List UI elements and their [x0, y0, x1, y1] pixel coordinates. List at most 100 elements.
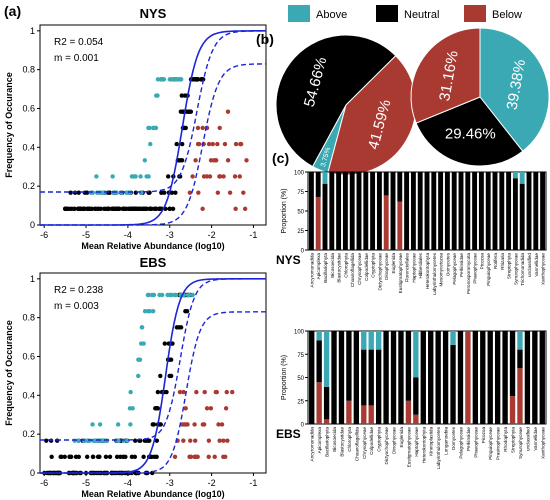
bar-segment-neutral [465, 172, 471, 250]
bar-segment-neutral [370, 172, 376, 250]
x-tick-label: -5 [82, 230, 90, 240]
bar-segment-neutral [397, 172, 403, 202]
x-tick-label: -1 [249, 230, 257, 240]
bar-segment-below [509, 396, 516, 424]
data-point-above [128, 422, 133, 427]
data-point-neutral [167, 206, 172, 212]
data-point-below [172, 454, 178, 460]
bar-panel-title: EBS [276, 427, 301, 441]
bar-segment-neutral [444, 172, 450, 250]
y-tick-label: 0.6 [22, 103, 35, 113]
scatter-title: EBS [140, 255, 167, 270]
x-tick-label: Florenciellales [405, 252, 410, 282]
data-point-neutral [141, 454, 146, 460]
data-point-below [187, 454, 192, 460]
data-point-above [144, 174, 149, 179]
x-tick-label: Ancyromonadida [309, 253, 314, 288]
data-point-above [154, 93, 159, 98]
x-tick-label: Trichomonadida [520, 253, 525, 286]
data-point-neutral [174, 141, 179, 147]
bar-segment-neutral [435, 331, 441, 424]
bar-segment-neutral [309, 331, 315, 424]
bar-segment-neutral [383, 172, 389, 196]
x-tick-label: Labyrinthulomycetes [436, 426, 441, 469]
y-tick-label: 0 [301, 423, 305, 429]
data-point-below [196, 190, 201, 195]
x-tick-label: Hibberdiales [418, 252, 423, 278]
data-point-below [193, 158, 198, 163]
data-point-below [224, 389, 229, 395]
nys-scatter-plot: NYS -6 -5 -4 -3 -2 -1 0 0.2 0.4 0.6 0.8 1 Mean Relati… [4, 6, 267, 251]
data-point-below [206, 454, 211, 460]
pie-slice-neutral [415, 96, 524, 167]
x-tick-label: Longamoebia [444, 427, 449, 455]
x-tick-label: Pinguiophyceae [486, 253, 491, 286]
data-point-neutral [84, 206, 90, 212]
x-tick-label: Streptophyta [511, 427, 516, 453]
x-axis-label: Mean Relative Abundance (log10) [81, 241, 224, 251]
data-point-above [173, 292, 179, 298]
bar-segment-neutral [420, 331, 426, 424]
data-point-neutral [158, 206, 163, 212]
bar-segment-neutral [329, 172, 335, 250]
x-tick-label: Vannellidae [533, 427, 538, 451]
data-point-below [221, 454, 226, 460]
lower-confidence-band [40, 311, 266, 474]
bar-segment-neutral [519, 183, 525, 250]
data-point-below [213, 389, 219, 395]
bar-segment-below [346, 400, 352, 424]
data-point-neutral [68, 190, 73, 195]
pie-slice-below [327, 55, 417, 176]
data-point-neutral [182, 93, 188, 98]
x-tick-label: -4 [124, 478, 132, 488]
data-point-below [201, 174, 207, 179]
data-point-above [127, 406, 133, 411]
data-point-below [192, 422, 197, 427]
x-tick-label: Chlorophyta [347, 427, 352, 452]
x-tick-label: Synurophyceae [518, 427, 523, 459]
data-point-below [217, 125, 222, 131]
x-tick-label: Haptophyceae [414, 427, 419, 457]
x-tick-label: Picozoa [481, 427, 486, 444]
upper-confidence-band [40, 278, 266, 441]
pie-slice-above [479, 27, 550, 152]
y-tick-label: 0.8 [22, 65, 35, 75]
data-point-neutral [162, 341, 168, 346]
data-point-above [142, 158, 148, 163]
data-point-below [187, 190, 193, 195]
y-tick-label: 75 [297, 353, 304, 359]
x-tick-label: -2 [208, 478, 216, 488]
y-axis-label: Proportion (%) [281, 355, 288, 400]
bar-segment-neutral [410, 172, 416, 250]
data-point-below [223, 406, 229, 411]
x-tick-label: -5 [82, 478, 90, 488]
data-point-above [158, 77, 164, 82]
data-point-above [151, 125, 156, 131]
bar-segment-above [316, 331, 322, 341]
x-tick-label: Chrysophyceae [362, 427, 367, 459]
x-tick-label: Choanoflagellida [350, 253, 355, 288]
bar-segment-neutral [526, 172, 532, 250]
neutral-model-fit-line [40, 278, 266, 474]
data-point-neutral [179, 141, 185, 147]
data-point-below [233, 206, 238, 212]
data-point-below [233, 141, 239, 147]
data-point-neutral [95, 454, 101, 460]
data-point-below [202, 389, 207, 395]
x-tick-label: Blastocystidae [339, 427, 344, 457]
data-point-neutral [165, 174, 171, 179]
data-point-neutral [107, 454, 113, 460]
bar-segment-neutral [398, 331, 404, 424]
bar-segment-neutral [499, 172, 505, 250]
pie-charts: NYS3.75%54.66%41.59%EBS39.38%29.46%31.16… [275, 5, 550, 176]
x-tick-label: Chlorophyta [343, 253, 348, 278]
x-tick-label: Prasinophyceae [496, 427, 501, 460]
bar-segment-neutral [506, 172, 512, 250]
data-point-below [221, 174, 226, 179]
data-point-below [190, 174, 195, 179]
data-point-above [115, 422, 121, 427]
x-tick-label: Perkinsidae [466, 427, 471, 451]
x-tick-label: Bicosoecida [332, 427, 337, 452]
bar-segment-neutral [405, 331, 412, 401]
y-tick-label: 0 [301, 249, 305, 255]
